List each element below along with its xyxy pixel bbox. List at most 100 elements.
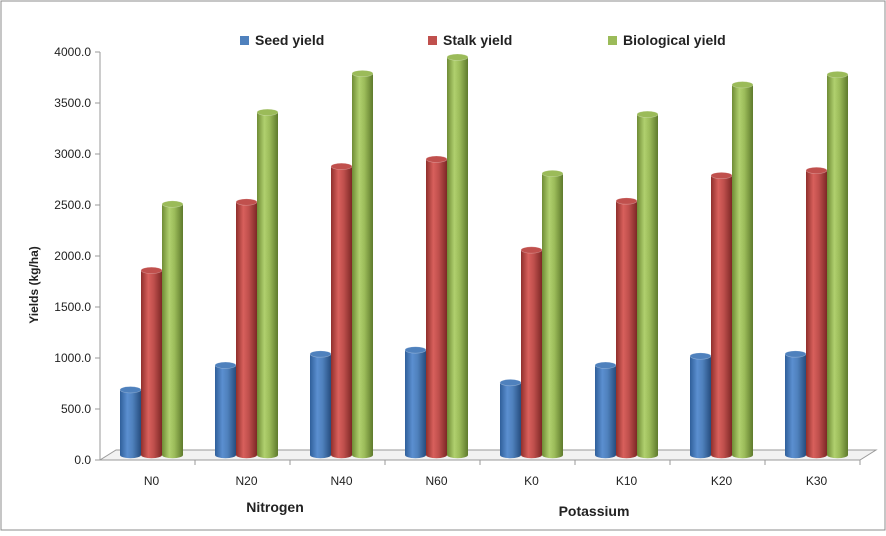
- bar-biological-yield-k0: [541, 169, 564, 459]
- category-labels: N0 N20 N40 N60 K0 K10 K20 K30 Nitrogen Potassium: [144, 474, 828, 519]
- bar-stalk-yield-k20: [710, 172, 733, 459]
- bar-cap: [615, 197, 638, 205]
- bar-seed-yield-n0: [119, 386, 142, 459]
- bar-biological-yield-n20: [256, 108, 279, 459]
- bar-cap: [309, 350, 332, 358]
- y-tick-label: 4000.0: [54, 45, 91, 59]
- bar-cap: [784, 350, 807, 358]
- bar-cap: [404, 346, 427, 354]
- bar-stalk-yield-k10: [615, 197, 638, 459]
- y-tick-label: 500.0: [61, 402, 91, 416]
- bar-body: [542, 173, 563, 459]
- bar-cap: [446, 53, 469, 61]
- legend-swatch: [608, 36, 617, 45]
- group-label-nitrogen: Nitrogen: [246, 499, 304, 515]
- bar-biological-yield-n0: [161, 200, 184, 459]
- bars: [119, 53, 849, 459]
- bar-body: [141, 270, 162, 459]
- bar-body: [310, 354, 331, 459]
- bar-body: [215, 365, 236, 459]
- bar-cap: [235, 198, 258, 206]
- bar-cap: [499, 379, 522, 387]
- bar-body: [352, 73, 373, 459]
- bar-seed-yield-k10: [594, 361, 617, 459]
- x-tick-label: K20: [711, 474, 733, 488]
- bar-seed-yield-n20: [214, 361, 237, 459]
- bar-seed-yield-n60: [404, 346, 427, 459]
- y-tick-label: 2000.0: [54, 249, 91, 263]
- bar-stalk-yield-k0: [520, 246, 543, 459]
- bar-cap: [689, 352, 712, 360]
- bar-body: [162, 204, 183, 459]
- bar-body: [120, 389, 141, 459]
- x-tick-label: K30: [806, 474, 828, 488]
- bar-cap: [214, 361, 237, 369]
- bar-cap: [425, 155, 448, 163]
- bar-biological-yield-k30: [826, 71, 849, 459]
- bar-body: [785, 354, 806, 459]
- x-tick-label: N40: [330, 474, 352, 488]
- bar-cap: [594, 361, 617, 369]
- legend-label: Biological yield: [623, 32, 726, 48]
- bar-body: [690, 356, 711, 459]
- group-label-potassium: Potassium: [559, 503, 630, 519]
- bar-body: [806, 170, 827, 459]
- bar-body: [732, 84, 753, 459]
- bar-biological-yield-k20: [731, 81, 754, 459]
- legend-label: Stalk yield: [443, 32, 512, 48]
- y-tick-label: 1000.0: [54, 351, 91, 365]
- bar-cap: [636, 110, 659, 118]
- bar-seed-yield-n40: [309, 350, 332, 459]
- bar-cap: [119, 386, 142, 394]
- bar-cap: [805, 166, 828, 174]
- bar-body: [426, 159, 447, 459]
- y-tick-label: 0.0: [74, 453, 91, 467]
- legend-swatch: [240, 36, 249, 45]
- bar-biological-yield-n40: [351, 70, 374, 459]
- legend-label: Seed yield: [255, 32, 324, 48]
- bar-cap: [161, 200, 184, 208]
- bar-cap: [140, 266, 163, 274]
- bar-stalk-yield-n60: [425, 155, 448, 459]
- bar-body: [257, 112, 278, 459]
- bar-cap: [541, 169, 564, 177]
- x-tick-label: K0: [524, 474, 539, 488]
- x-tick-label: K10: [616, 474, 638, 488]
- bar-body: [711, 175, 732, 459]
- axes: 0.0 500.0 1000.0 1500.0 2000.0 2500.0 3000.0 35…: [54, 45, 878, 467]
- y-tick-label: 3000.0: [54, 147, 91, 161]
- y-axis-title: Yields (kg/ha): [27, 246, 41, 324]
- bar-body: [331, 166, 352, 459]
- bar-body: [827, 74, 848, 459]
- bar-stalk-yield-n40: [330, 162, 353, 459]
- x-tick-label: N20: [235, 474, 257, 488]
- bar-body: [637, 114, 658, 459]
- bar-body: [595, 365, 616, 459]
- bar-body: [405, 349, 426, 459]
- bar-stalk-yield-n20: [235, 198, 258, 459]
- bar-seed-yield-k30: [784, 350, 807, 459]
- bar-body: [447, 57, 468, 459]
- bar-body: [616, 201, 637, 459]
- y-tick-label: 1500.0: [54, 300, 91, 314]
- bar-biological-yield-k10: [636, 110, 659, 459]
- bar-cap: [826, 71, 849, 79]
- bar-seed-yield-k0: [499, 379, 522, 459]
- bar-stalk-yield-n0: [140, 266, 163, 459]
- bar-seed-yield-k20: [689, 352, 712, 459]
- x-tick-label: N60: [425, 474, 447, 488]
- chart-floor: [98, 449, 878, 461]
- y-tick-label: 3500.0: [54, 96, 91, 110]
- bar-biological-yield-n60: [446, 53, 469, 459]
- bar-cap: [351, 70, 374, 78]
- legend: Seed yield Stalk yield Biological yield: [240, 32, 726, 48]
- bar-body: [521, 249, 542, 459]
- x-tick-label: N0: [144, 474, 160, 488]
- bar-cap: [256, 108, 279, 116]
- legend-swatch: [428, 36, 437, 45]
- bar-body: [236, 202, 257, 459]
- bar-stalk-yield-k30: [805, 166, 828, 459]
- bar-cap: [731, 81, 754, 89]
- bar-cap: [710, 172, 733, 180]
